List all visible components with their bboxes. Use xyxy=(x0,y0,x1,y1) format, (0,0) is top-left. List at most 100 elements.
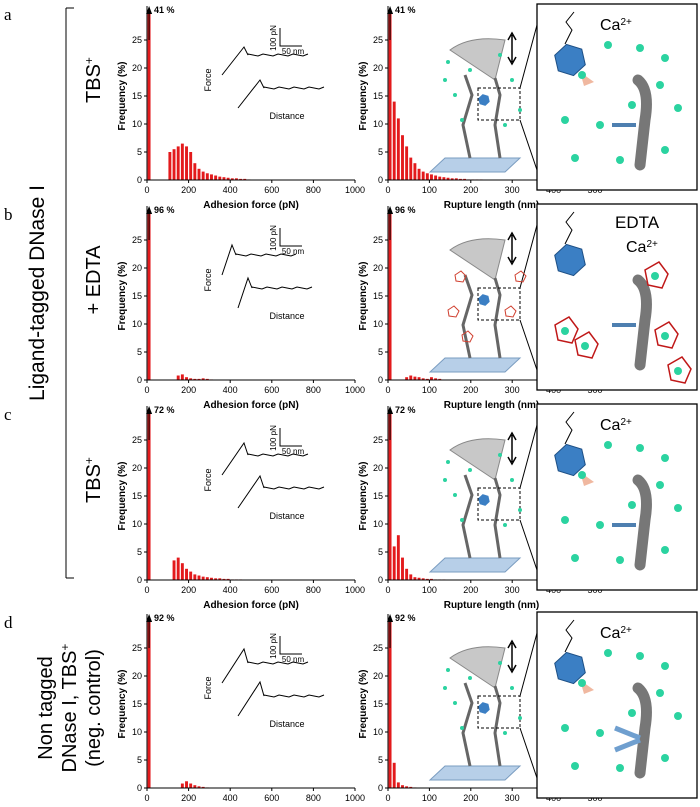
ion xyxy=(498,661,502,665)
y-tick-label: 25 xyxy=(132,643,142,653)
bar xyxy=(446,177,450,180)
condition-sup: + xyxy=(82,457,96,464)
x-tick-label: 0 xyxy=(385,793,390,803)
bar xyxy=(425,378,429,380)
ion xyxy=(453,93,457,97)
x-tick-label: 100 xyxy=(422,585,437,595)
ion-large xyxy=(578,679,586,687)
force-curve xyxy=(221,441,309,476)
bar xyxy=(409,574,413,580)
scale-bar xyxy=(279,428,302,447)
ion-large xyxy=(596,729,604,737)
y-tick-label: 15 xyxy=(373,491,383,501)
ion-large xyxy=(578,471,586,479)
bars xyxy=(388,620,417,788)
ion xyxy=(510,78,514,82)
bar xyxy=(409,375,413,380)
receptor-rod xyxy=(632,274,652,371)
inset-distance-label: Distance xyxy=(269,511,304,521)
y-tick-label: 5 xyxy=(378,347,383,357)
receptor-rod xyxy=(632,474,652,571)
scale-distance-label: 50 nm xyxy=(282,447,305,456)
bar xyxy=(396,118,400,180)
bar xyxy=(413,376,417,380)
double-arrow xyxy=(507,639,517,674)
x-tick-label: 800 xyxy=(306,185,321,195)
condition-label: Non tagged xyxy=(35,656,57,759)
bar xyxy=(210,577,213,580)
ion-large xyxy=(661,454,669,462)
bar xyxy=(197,168,201,180)
ion-name: Ca xyxy=(626,239,647,256)
y-axis-label: Frequency (%) xyxy=(117,262,128,331)
ion-large xyxy=(628,709,636,717)
ion xyxy=(460,518,464,522)
y-tick-label: 5 xyxy=(137,755,142,765)
panel-label: d xyxy=(4,613,13,632)
y-tick-label: 15 xyxy=(132,291,142,301)
zoom-region xyxy=(477,287,521,321)
enzyme-large xyxy=(554,443,586,477)
ion-charge: 2+ xyxy=(620,417,632,428)
x-tick-label: 400 xyxy=(223,585,238,595)
force-curve xyxy=(237,276,313,309)
y-tick-label: 25 xyxy=(373,35,383,45)
scale-distance-label: 50 nm xyxy=(282,247,305,256)
y-tick-label: 0 xyxy=(137,175,142,185)
condition-text: TBS xyxy=(83,464,105,503)
enzyme-large xyxy=(554,43,586,77)
ion-charge: 2+ xyxy=(620,625,632,636)
double-arrow xyxy=(507,31,517,66)
ion-large xyxy=(578,71,586,79)
bar xyxy=(430,174,433,180)
bar xyxy=(214,578,218,580)
inset-force-label: Force xyxy=(203,68,213,91)
bar xyxy=(421,578,425,580)
x-tick-label: 600 xyxy=(264,793,279,803)
scale-force-label: 100 pN xyxy=(269,225,278,251)
bar xyxy=(392,546,396,580)
y-tick-label: 15 xyxy=(132,491,142,501)
ion xyxy=(468,676,472,680)
ion xyxy=(518,508,522,512)
ion-large xyxy=(596,121,604,129)
enzyme xyxy=(478,94,490,106)
ion-large xyxy=(561,724,569,732)
ion xyxy=(518,716,522,720)
ion xyxy=(453,493,457,497)
condition-text: Non tagged xyxy=(35,656,57,759)
chelator-large xyxy=(654,321,679,349)
bar xyxy=(405,146,409,180)
x-tick-label: 200 xyxy=(463,585,478,595)
linker xyxy=(461,474,502,559)
bar xyxy=(185,568,188,580)
condition-text: (neg. control) xyxy=(83,649,105,767)
scale-force-label: 100 pN xyxy=(269,425,278,451)
x-tick-label: 100 xyxy=(422,185,437,195)
enzyme xyxy=(478,702,490,714)
ion-large xyxy=(656,481,664,489)
ion-large xyxy=(636,444,644,452)
chelator xyxy=(461,330,474,343)
bar xyxy=(421,378,425,380)
y-tick-label: 20 xyxy=(132,63,142,73)
double-arrow xyxy=(507,431,517,466)
bar xyxy=(401,557,404,580)
zoom-lines xyxy=(519,224,538,371)
y-tick-label: 5 xyxy=(137,347,142,357)
y-tick-label: 0 xyxy=(378,575,383,585)
bar xyxy=(401,135,404,180)
bar xyxy=(425,173,429,180)
scale-force-label: 100 pN xyxy=(269,633,278,659)
y-tick-label: 20 xyxy=(373,63,383,73)
x-axis-label: Adhesion force (pN) xyxy=(203,200,299,211)
bar xyxy=(205,577,209,580)
bar xyxy=(214,175,218,180)
y-tick-label: 10 xyxy=(373,519,383,529)
ion-large xyxy=(674,712,682,720)
zoom-region xyxy=(477,487,521,521)
bar xyxy=(185,781,188,788)
condition-text: + EDTA xyxy=(83,245,105,315)
scale-bar xyxy=(279,636,302,655)
double-arrow xyxy=(507,231,517,266)
